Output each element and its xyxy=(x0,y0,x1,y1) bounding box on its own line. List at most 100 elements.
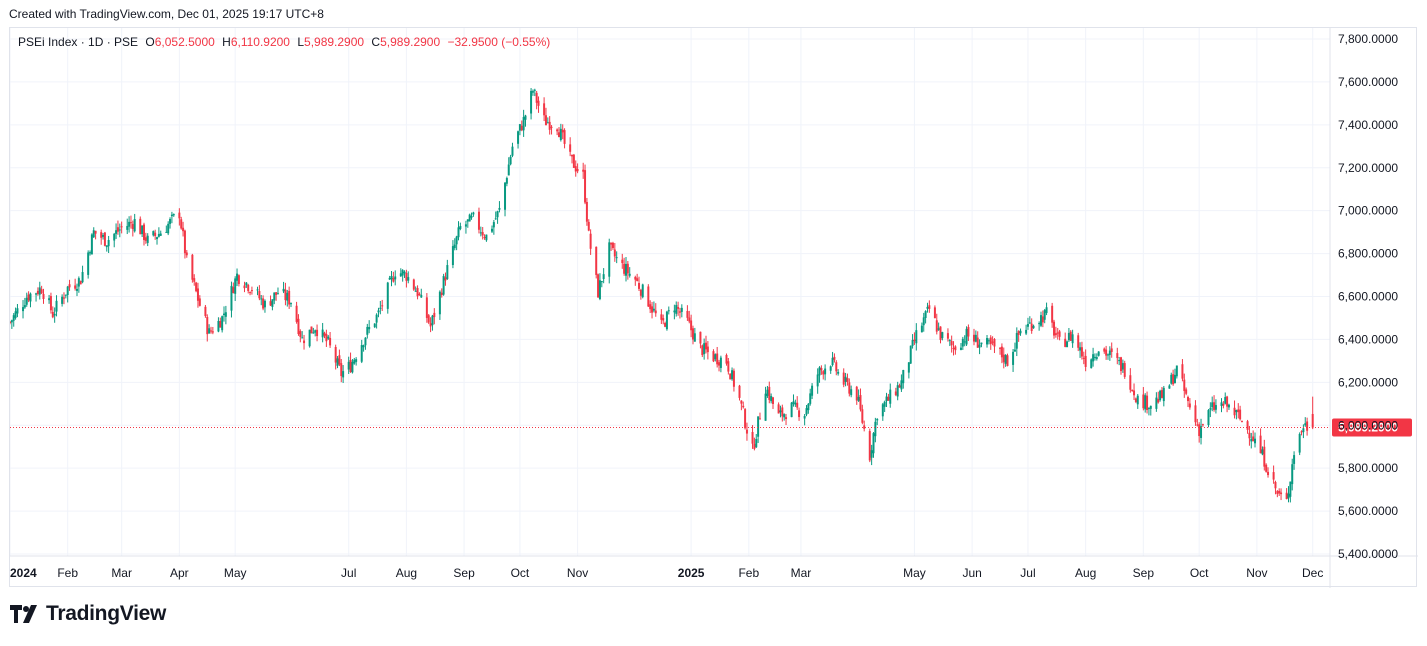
candle-body xyxy=(1066,341,1069,348)
candle-body xyxy=(783,414,786,418)
candle-body xyxy=(42,293,45,300)
candle-body xyxy=(881,404,884,417)
candle-body xyxy=(757,416,760,437)
candle-body xyxy=(1103,348,1106,352)
candle-body xyxy=(732,370,735,387)
candle-body xyxy=(1227,404,1230,408)
time-axis[interactable]: 2024 Feb Mar Apr May Jul Aug Sep Oct Nov 2025 Feb Ma… xyxy=(10,566,1323,580)
candle-body xyxy=(250,290,253,292)
candle-body xyxy=(262,298,265,309)
candle-body xyxy=(412,279,415,290)
candle-body xyxy=(64,294,67,296)
candle-body xyxy=(1064,338,1067,347)
symbol-label: PSEi Index · 1D · PSE xyxy=(18,35,139,49)
candle-body xyxy=(297,318,300,334)
candle-body xyxy=(68,284,71,288)
candle-body xyxy=(729,373,732,380)
candle-body xyxy=(243,285,246,289)
candle-body xyxy=(288,290,291,305)
candle-body xyxy=(986,338,989,345)
candle-body xyxy=(425,297,428,318)
candle-body xyxy=(505,178,508,184)
candle-body xyxy=(1030,323,1033,331)
candle-body xyxy=(196,288,199,301)
candle-body xyxy=(937,328,940,330)
candle-body xyxy=(284,289,287,301)
candle-body xyxy=(1004,354,1007,364)
candle-body xyxy=(861,409,864,423)
candle-body xyxy=(662,318,665,321)
candle-body xyxy=(131,224,134,230)
candle-body xyxy=(1172,374,1175,385)
candle-body xyxy=(237,275,240,284)
candle-body xyxy=(438,291,441,315)
candle-body xyxy=(755,439,758,448)
candle-body xyxy=(1041,316,1044,323)
candle-body xyxy=(1246,421,1249,430)
candle-body xyxy=(360,345,363,362)
price-tick-label: 7,400.0000 xyxy=(1338,118,1398,132)
candle-body xyxy=(1306,421,1309,431)
candle-body xyxy=(714,354,717,360)
candle-body xyxy=(941,332,944,339)
candle-body xyxy=(490,228,493,232)
candle-body xyxy=(954,346,957,351)
tradingview-logo[interactable]: TradingView xyxy=(10,602,166,626)
candle-body xyxy=(896,385,899,397)
candle-body xyxy=(1000,346,1003,358)
candle-body xyxy=(183,230,186,254)
candle-body xyxy=(1278,490,1281,494)
candle-body xyxy=(922,317,925,326)
candle-body xyxy=(1071,334,1074,344)
candle-body xyxy=(75,288,78,291)
candle-body xyxy=(1237,409,1240,413)
candle-body xyxy=(571,154,574,157)
candle-body xyxy=(1287,493,1290,499)
candle-body xyxy=(935,320,938,332)
candle-body xyxy=(745,429,748,434)
candle-body xyxy=(859,395,862,410)
candle-body xyxy=(1069,331,1072,341)
candle-body xyxy=(1298,433,1301,453)
time-tick-label: Oct xyxy=(1190,566,1209,580)
candle-body xyxy=(820,368,823,371)
last-price-label: 5,989.2900 xyxy=(1338,421,1398,435)
candle-body xyxy=(976,337,979,348)
candle-body xyxy=(967,327,970,337)
candle-body xyxy=(950,341,953,346)
time-tick-label: 2024 xyxy=(10,566,37,580)
candle-body xyxy=(913,339,916,342)
candle-body xyxy=(1211,402,1214,408)
time-tick-label: May xyxy=(903,566,926,580)
candle-body xyxy=(816,374,819,387)
candle-body xyxy=(466,219,469,222)
candle-body xyxy=(589,233,592,249)
last-price-badge xyxy=(1332,418,1412,437)
candle-body xyxy=(74,285,77,289)
candle-body xyxy=(1142,394,1145,409)
candle-body xyxy=(999,347,1002,349)
candle-body xyxy=(221,316,224,331)
candle-body xyxy=(1090,359,1093,369)
candle-body xyxy=(156,237,159,240)
candlestick-chart[interactable]: 5,989.2900 5,400.0000 5,600.0000 5,800.000… xyxy=(10,28,1418,588)
candle-body xyxy=(924,311,927,319)
candle-body xyxy=(623,263,626,274)
candle-body xyxy=(509,156,512,165)
candle-body xyxy=(1207,410,1210,426)
price-axis[interactable]: 5,400.0000 5,600.0000 5,800.0000 6,000.0000… xyxy=(1338,32,1398,561)
candle-body xyxy=(909,345,912,364)
candle-body xyxy=(1289,481,1292,497)
candle-body xyxy=(22,307,25,312)
candle-body xyxy=(1209,408,1212,410)
candle-body xyxy=(468,214,471,222)
candle-body xyxy=(1198,424,1201,437)
candle-body xyxy=(1039,315,1042,326)
candle-body xyxy=(485,234,488,241)
candle-body xyxy=(624,264,627,276)
candle-body xyxy=(55,300,58,312)
time-tick-label: Feb xyxy=(738,566,759,580)
candle-body xyxy=(699,331,702,344)
candle-body xyxy=(496,211,499,218)
candle-body xyxy=(1056,332,1059,334)
